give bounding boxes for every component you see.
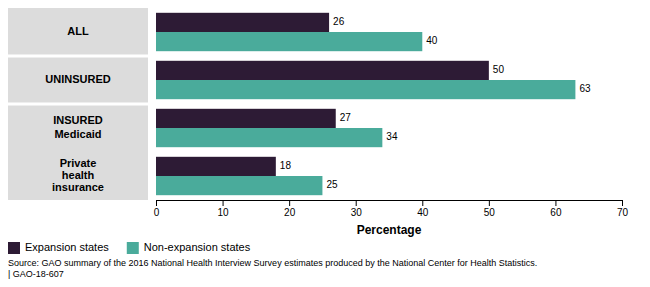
text-line: Private: [60, 157, 97, 169]
bar: [156, 157, 276, 176]
tick-label: 50: [484, 207, 496, 218]
bar: [156, 13, 329, 32]
label-panel-background: [8, 8, 148, 200]
tick-mark: [356, 200, 357, 206]
chart: ALL UNINSURED INSURED Medicaid Privatehealth…: [0, 0, 650, 287]
tick: 0: [154, 200, 160, 218]
text-line: UNINSURED: [45, 73, 110, 85]
tick-label: 20: [284, 207, 296, 218]
data-labels: 26 50 27 18 40 63 34 25: [280, 16, 591, 190]
bars: [156, 13, 575, 195]
x-axis: 0 10 20 30 40 50 60 70: [154, 200, 629, 218]
tick-mark: [422, 200, 423, 206]
data-label: 63: [579, 83, 591, 94]
text-line: | GAO-18-607: [8, 269, 64, 279]
data-label: 26: [333, 16, 345, 27]
bar: [156, 176, 322, 195]
tick-mark: [555, 200, 556, 206]
tick-label: 70: [617, 207, 629, 218]
data-label: 27: [340, 112, 352, 123]
tick-label: 30: [351, 207, 363, 218]
legend-label: Non-expansion states: [144, 241, 251, 253]
tick-label: 40: [417, 207, 429, 218]
tick-mark: [289, 200, 290, 206]
legend: Expansion states Non-expansion states: [8, 241, 251, 254]
data-label: 40: [426, 35, 438, 46]
tick: 50: [484, 200, 496, 218]
legend-swatch: [8, 242, 20, 254]
x-axis-title: Percentage: [357, 223, 422, 237]
tick-label: 0: [154, 207, 160, 218]
tick: 10: [218, 200, 230, 218]
tick: 30: [351, 200, 363, 218]
tick: 20: [284, 200, 296, 218]
source-note: Source: GAO summary of the 2016 National…: [8, 258, 537, 279]
text-line: insurance: [52, 181, 104, 193]
bar: [156, 80, 575, 99]
tick-mark: [156, 200, 157, 206]
data-label: 25: [326, 179, 338, 190]
tick-mark: [622, 200, 623, 206]
tick-mark: [223, 200, 224, 206]
tick-label: 60: [550, 207, 562, 218]
group-separator: [8, 55, 148, 58]
text-line: Source: GAO summary of the 2016 National…: [8, 258, 537, 268]
tick-mark: [489, 200, 490, 206]
category-label: Privatehealthinsurance: [52, 157, 104, 193]
data-label: 18: [280, 160, 292, 171]
tick: 40: [417, 200, 429, 218]
category-label: UNINSURED: [45, 73, 110, 85]
data-label: 34: [386, 131, 398, 142]
group-separator: [8, 103, 148, 106]
data-label: 50: [493, 64, 505, 75]
tick: 60: [550, 200, 562, 218]
bar: [156, 109, 336, 128]
tick: 70: [617, 200, 629, 218]
text-line: health: [62, 169, 95, 181]
category-label: Medicaid: [54, 128, 101, 140]
tick-label: 10: [218, 207, 230, 218]
axis-domain: [157, 201, 623, 207]
label-panel: ALL UNINSURED INSURED Medicaid Privatehealth…: [8, 8, 148, 200]
category-label: ALL: [67, 25, 89, 37]
group-label: INSURED: [53, 114, 103, 126]
legend-label: Expansion states: [25, 241, 109, 253]
bar: [156, 32, 422, 51]
bar: [156, 61, 489, 80]
legend-swatch: [127, 242, 139, 254]
bar: [156, 128, 382, 147]
text-line: Medicaid: [54, 128, 101, 140]
text-line: ALL: [67, 25, 89, 37]
